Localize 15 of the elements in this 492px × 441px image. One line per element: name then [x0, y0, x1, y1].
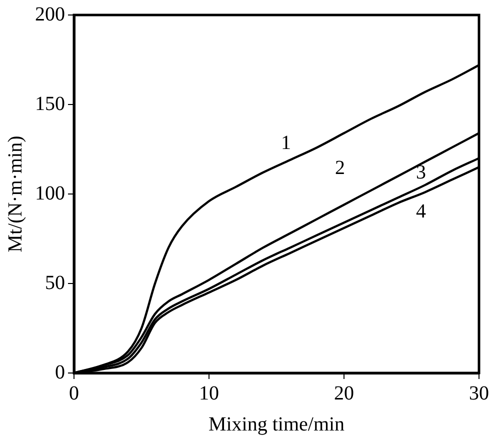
y-tick-label: 150	[35, 92, 65, 115]
series-label: 2	[335, 157, 345, 180]
x-tick-label: 30	[469, 382, 489, 404]
y-tick-label: 100	[35, 182, 65, 204]
series-label: 3	[416, 162, 426, 184]
x-tick-label: 20	[334, 382, 354, 404]
x-tick-label: 10	[199, 382, 219, 404]
series-label: 4	[416, 200, 426, 222]
x-axis-title: Mixing time/min	[208, 413, 345, 436]
y-tick-label: 200	[35, 3, 65, 26]
series-label: 1	[281, 132, 291, 154]
y-tick-label: 50	[45, 272, 65, 294]
y-axis-title: Mt/(N·m·min)	[4, 136, 26, 252]
y-tick-label: 0	[55, 361, 65, 384]
x-tick-label: 0	[69, 382, 79, 404]
